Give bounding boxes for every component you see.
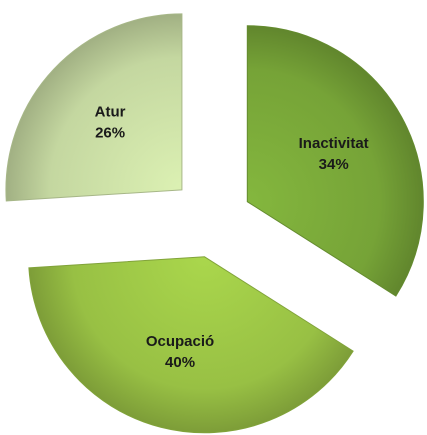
slice-value-label: 34% (319, 156, 349, 173)
slice-label: Atur (95, 103, 126, 120)
slice-value-label: 26% (95, 124, 125, 141)
pie-slice (5, 13, 183, 202)
slice-label: Ocupació (146, 333, 214, 350)
slice-label: Inactivitat (299, 135, 369, 152)
slice-value-label: 40% (165, 354, 195, 371)
pie-slice (28, 256, 354, 434)
pie-slice (246, 25, 424, 297)
